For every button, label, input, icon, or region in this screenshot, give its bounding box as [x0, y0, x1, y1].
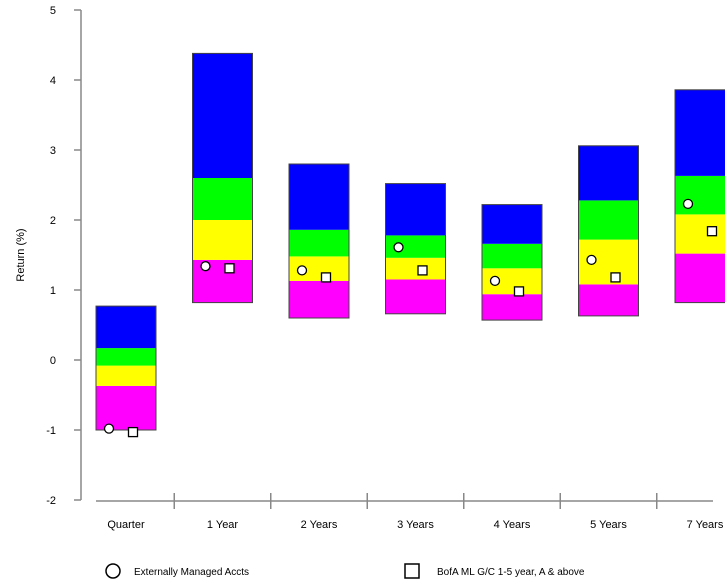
bar-segment — [96, 385, 156, 430]
y-tick-label: 4 — [50, 75, 56, 87]
bar-segment — [675, 89, 725, 176]
marker-bofa-index — [417, 265, 428, 276]
marker-bofa-index — [513, 286, 525, 297]
marker-externally-managed — [393, 242, 404, 253]
x-tick-label: 5 Years — [590, 519, 627, 531]
legend-square-icon — [404, 563, 420, 579]
bar-segment — [289, 164, 349, 230]
bar-segment — [385, 183, 446, 236]
bar-outline — [288, 163, 350, 319]
y-tick-label: 3 — [50, 145, 56, 157]
bar-segment — [578, 200, 639, 240]
bar-segment — [578, 284, 639, 316]
y-tick-label: 1 — [50, 285, 56, 297]
bar-segment — [192, 178, 253, 220]
marker-externally-managed — [296, 265, 308, 276]
marker-externally-managed — [103, 423, 115, 434]
bar-outline — [385, 183, 446, 315]
x-tick-label: 7 Years — [687, 519, 724, 531]
x-axis-ticks: Quarter 1 Year 2 Years 3 Years 4 Years 5 Year… — [107, 493, 724, 531]
bar-segment — [482, 204, 542, 244]
series-markers — [103, 198, 718, 438]
x-tick-label: 1 Year — [207, 519, 239, 531]
bar-segment — [675, 175, 725, 215]
bar-segment — [96, 348, 156, 366]
bar-segment — [96, 365, 156, 386]
bar-segment — [385, 257, 446, 280]
y-axis-title: Return (%) — [15, 228, 27, 281]
bar-segment — [482, 294, 542, 321]
marker-externally-managed — [682, 198, 694, 210]
bar-outline — [674, 89, 725, 304]
x-tick-label: Quarter — [107, 519, 145, 531]
range-bars — [95, 52, 725, 431]
marker-bofa-index — [127, 426, 139, 438]
bar-segment — [289, 280, 349, 318]
bar-outline — [481, 204, 543, 321]
x-tick-label: 3 Years — [397, 519, 434, 531]
legend-label-externally-managed: Externally Managed Accts — [134, 567, 249, 578]
legend: Externally Managed Accts BofA ML G/C 1-5 … — [105, 563, 585, 579]
bar-segment — [675, 253, 725, 303]
y-tick-label: -2 — [46, 495, 56, 507]
bar-outline — [192, 52, 253, 304]
marker-externally-managed — [200, 261, 211, 272]
x-tick-label: 4 Years — [494, 519, 531, 531]
bar-segment — [675, 214, 725, 254]
y-tick-label: 5 — [50, 5, 56, 17]
x-tick-label: 2 Years — [301, 519, 338, 531]
bar-segment — [289, 229, 349, 257]
bar-segment — [96, 306, 156, 349]
bar-segment — [385, 279, 446, 314]
y-tick-label: -1 — [46, 425, 56, 437]
plot-area: -2 -1 0 1 2 3 4 5 Quarter 1 Year 2 Years 3 Years 4 … — [46, 5, 725, 531]
marker-bofa-index — [224, 263, 235, 274]
bar-segment — [192, 220, 253, 260]
bar-segment — [578, 145, 639, 201]
bar-segment — [192, 53, 253, 178]
marker-bofa-index — [610, 272, 621, 283]
y-tick-label: 2 — [50, 215, 56, 227]
legend-label-bofa-index: BofA ML G/C 1-5 year, A & above — [437, 567, 585, 578]
bar-segment — [385, 235, 446, 258]
y-tick-label: 0 — [50, 355, 56, 367]
marker-bofa-index — [706, 226, 718, 237]
bar-outline — [578, 145, 639, 317]
y-axis-ticks: -2 -1 0 1 2 3 4 5 — [46, 5, 81, 507]
marker-externally-managed — [586, 254, 597, 266]
bar-outline — [95, 305, 157, 431]
marker-bofa-index — [320, 272, 332, 283]
legend-circle-icon — [105, 563, 121, 579]
bar-segment — [482, 243, 542, 269]
marker-externally-managed — [489, 275, 501, 287]
